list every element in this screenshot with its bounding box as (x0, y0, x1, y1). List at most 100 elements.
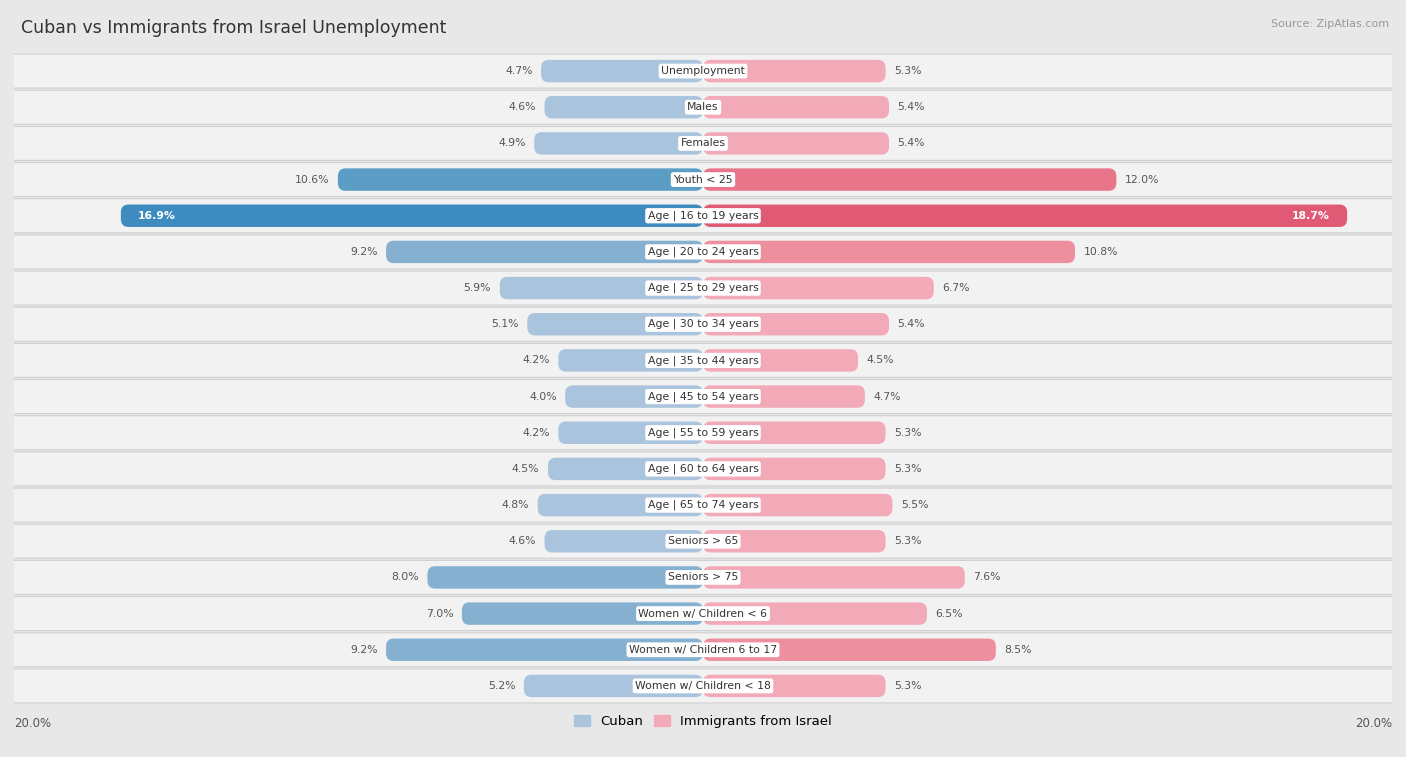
Text: 5.4%: 5.4% (897, 319, 925, 329)
FancyBboxPatch shape (0, 597, 1406, 631)
FancyBboxPatch shape (703, 639, 995, 661)
FancyBboxPatch shape (387, 639, 703, 661)
Text: 5.1%: 5.1% (491, 319, 519, 329)
Text: 5.3%: 5.3% (894, 681, 922, 691)
FancyBboxPatch shape (703, 241, 1076, 263)
Text: 4.7%: 4.7% (873, 391, 901, 401)
Text: 5.4%: 5.4% (897, 139, 925, 148)
Text: 5.3%: 5.3% (894, 464, 922, 474)
Text: 6.5%: 6.5% (935, 609, 963, 618)
FancyBboxPatch shape (703, 494, 893, 516)
Text: 8.0%: 8.0% (391, 572, 419, 582)
FancyBboxPatch shape (703, 277, 934, 299)
Text: Age | 20 to 24 years: Age | 20 to 24 years (648, 247, 758, 257)
Text: 20.0%: 20.0% (1355, 717, 1392, 730)
Text: Age | 60 to 64 years: Age | 60 to 64 years (648, 464, 758, 474)
Text: Age | 65 to 74 years: Age | 65 to 74 years (648, 500, 758, 510)
Text: 12.0%: 12.0% (1125, 175, 1160, 185)
Text: 4.7%: 4.7% (505, 66, 533, 76)
Text: 9.2%: 9.2% (350, 247, 377, 257)
Text: Cuban vs Immigrants from Israel Unemployment: Cuban vs Immigrants from Israel Unemploy… (21, 19, 447, 37)
Text: 4.6%: 4.6% (509, 536, 536, 547)
Text: 4.5%: 4.5% (866, 356, 894, 366)
Text: 5.3%: 5.3% (894, 428, 922, 438)
FancyBboxPatch shape (703, 566, 965, 589)
Text: 8.5%: 8.5% (1004, 645, 1032, 655)
FancyBboxPatch shape (0, 633, 1406, 667)
FancyBboxPatch shape (337, 168, 703, 191)
Legend: Cuban, Immigrants from Israel: Cuban, Immigrants from Israel (569, 709, 837, 734)
Text: 5.5%: 5.5% (901, 500, 928, 510)
FancyBboxPatch shape (0, 271, 1406, 305)
Text: 6.7%: 6.7% (942, 283, 970, 293)
FancyBboxPatch shape (0, 307, 1406, 341)
FancyBboxPatch shape (387, 241, 703, 263)
FancyBboxPatch shape (0, 54, 1406, 88)
Text: 5.2%: 5.2% (488, 681, 515, 691)
Text: Women w/ Children 6 to 17: Women w/ Children 6 to 17 (628, 645, 778, 655)
FancyBboxPatch shape (0, 452, 1406, 486)
Text: 5.3%: 5.3% (894, 536, 922, 547)
Text: 4.9%: 4.9% (498, 139, 526, 148)
FancyBboxPatch shape (558, 349, 703, 372)
FancyBboxPatch shape (703, 204, 1347, 227)
Text: 18.7%: 18.7% (1292, 210, 1330, 221)
FancyBboxPatch shape (703, 458, 886, 480)
Text: 5.4%: 5.4% (897, 102, 925, 112)
Text: 4.0%: 4.0% (529, 391, 557, 401)
FancyBboxPatch shape (703, 674, 886, 697)
Text: Age | 55 to 59 years: Age | 55 to 59 years (648, 428, 758, 438)
Text: 5.3%: 5.3% (894, 66, 922, 76)
FancyBboxPatch shape (534, 132, 703, 154)
Text: Unemployment: Unemployment (661, 66, 745, 76)
Text: 10.8%: 10.8% (1084, 247, 1118, 257)
FancyBboxPatch shape (703, 132, 889, 154)
FancyBboxPatch shape (0, 525, 1406, 558)
FancyBboxPatch shape (499, 277, 703, 299)
Text: 7.6%: 7.6% (973, 572, 1001, 582)
FancyBboxPatch shape (548, 458, 703, 480)
FancyBboxPatch shape (0, 90, 1406, 124)
FancyBboxPatch shape (537, 494, 703, 516)
Text: Seniors > 75: Seniors > 75 (668, 572, 738, 582)
FancyBboxPatch shape (703, 60, 886, 83)
FancyBboxPatch shape (544, 96, 703, 118)
FancyBboxPatch shape (427, 566, 703, 589)
Text: Age | 30 to 34 years: Age | 30 to 34 years (648, 319, 758, 329)
FancyBboxPatch shape (565, 385, 703, 408)
Text: Age | 16 to 19 years: Age | 16 to 19 years (648, 210, 758, 221)
Text: Age | 45 to 54 years: Age | 45 to 54 years (648, 391, 758, 402)
FancyBboxPatch shape (703, 349, 858, 372)
FancyBboxPatch shape (703, 530, 886, 553)
Text: Women w/ Children < 6: Women w/ Children < 6 (638, 609, 768, 618)
FancyBboxPatch shape (703, 422, 886, 444)
Text: Females: Females (681, 139, 725, 148)
Text: 9.2%: 9.2% (350, 645, 377, 655)
FancyBboxPatch shape (0, 416, 1406, 450)
FancyBboxPatch shape (524, 674, 703, 697)
FancyBboxPatch shape (0, 235, 1406, 269)
FancyBboxPatch shape (703, 96, 889, 118)
Text: Age | 25 to 29 years: Age | 25 to 29 years (648, 283, 758, 293)
FancyBboxPatch shape (0, 344, 1406, 378)
Text: 4.8%: 4.8% (502, 500, 529, 510)
FancyBboxPatch shape (0, 379, 1406, 413)
Text: Source: ZipAtlas.com: Source: ZipAtlas.com (1271, 19, 1389, 29)
Text: 4.2%: 4.2% (522, 356, 550, 366)
FancyBboxPatch shape (0, 126, 1406, 160)
FancyBboxPatch shape (0, 669, 1406, 703)
FancyBboxPatch shape (558, 422, 703, 444)
Text: Seniors > 65: Seniors > 65 (668, 536, 738, 547)
FancyBboxPatch shape (0, 488, 1406, 522)
FancyBboxPatch shape (527, 313, 703, 335)
Text: 4.6%: 4.6% (509, 102, 536, 112)
FancyBboxPatch shape (703, 313, 889, 335)
FancyBboxPatch shape (0, 163, 1406, 197)
Text: 16.9%: 16.9% (138, 210, 176, 221)
FancyBboxPatch shape (703, 168, 1116, 191)
Text: 4.5%: 4.5% (512, 464, 540, 474)
Text: Males: Males (688, 102, 718, 112)
Text: Youth < 25: Youth < 25 (673, 175, 733, 185)
Text: Age | 35 to 44 years: Age | 35 to 44 years (648, 355, 758, 366)
Text: 10.6%: 10.6% (295, 175, 329, 185)
